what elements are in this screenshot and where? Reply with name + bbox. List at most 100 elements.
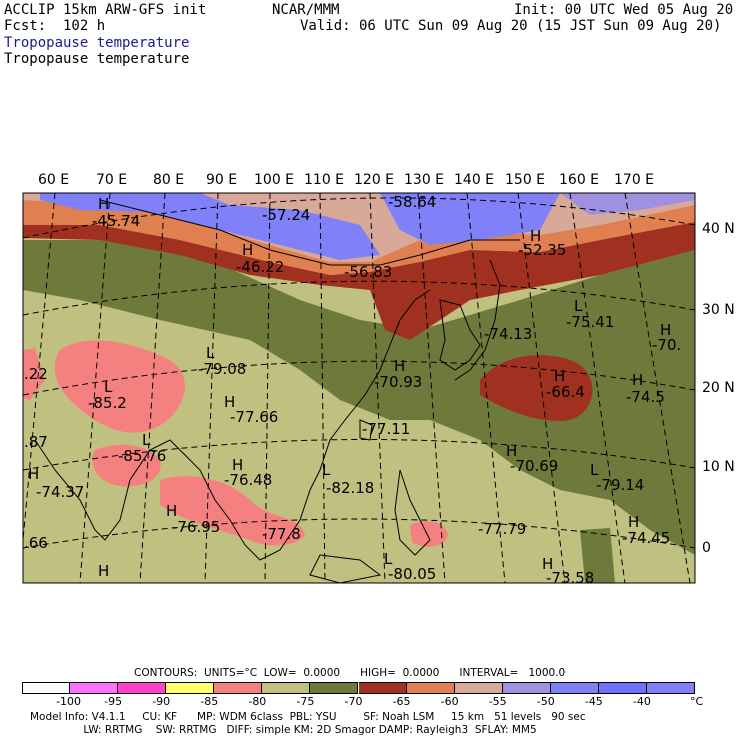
parallel-40n <box>23 197 695 239</box>
meridian <box>517 193 566 583</box>
extremum-value: -74.13 <box>484 325 533 343</box>
extremum-value: -73.58 <box>546 569 595 587</box>
extremum-mark: L <box>206 344 215 362</box>
extremum-value: -74.5 <box>626 388 665 406</box>
extremum-mark: L <box>384 550 393 568</box>
extremum-value: -70.69 <box>510 457 559 475</box>
colorbar-swatch <box>502 682 551 694</box>
band-minus80-philippines <box>410 521 448 547</box>
extremum-value: .66 <box>24 534 48 552</box>
coastline-borneo <box>309 554 382 583</box>
map-frame <box>22 192 696 584</box>
extremum-value: -75.41 <box>566 313 615 331</box>
extremum-value: -77.79 <box>478 520 527 538</box>
colorbar-swatch <box>454 682 503 694</box>
extremum-value: -74.37 <box>36 483 85 501</box>
extremum-mark: L <box>322 461 331 479</box>
extremum-value: -77.11 <box>362 420 411 438</box>
field-title-shaded: Tropopause temperature <box>4 35 190 51</box>
extremum-mark: L <box>104 378 113 396</box>
meridian <box>624 193 691 583</box>
colorbar-tick-label: -75 <box>296 695 315 708</box>
band-minus80-indochina <box>160 476 305 546</box>
extremum-value: -85.2 <box>88 394 127 412</box>
extremum-mark: H <box>542 555 554 573</box>
coastlines <box>34 199 520 583</box>
band-minus70 <box>23 240 695 555</box>
border-mongolia <box>99 199 520 266</box>
coastline-asia <box>34 289 431 561</box>
colorbar-tick-label: -95 <box>104 695 123 708</box>
extremum-value: -77.66 <box>230 408 279 426</box>
extremum-mark: H <box>224 393 236 411</box>
colorbar-tick-label: -55 <box>488 695 507 708</box>
lon-label: 110 E <box>304 172 345 188</box>
extremum-value: -70. <box>652 336 682 354</box>
extremum-value: -66.4 <box>546 383 585 401</box>
meridian <box>369 193 386 583</box>
lon-label: 170 E <box>614 172 655 188</box>
extremum-value: -57.24 <box>262 206 311 224</box>
contour-info: CONTOURS: UNITS=°C LOW= 0.0000 HIGH= 0.0… <box>134 667 566 679</box>
extremum-mark: H <box>394 357 406 375</box>
band-minus80-bay <box>92 444 161 487</box>
lat-label: 40 N <box>702 221 735 237</box>
lon-label: 80 E <box>153 172 185 188</box>
meridian <box>264 193 271 583</box>
extremum-mark: H <box>530 227 542 245</box>
extremum-value: -77.8 <box>262 525 301 543</box>
shaded-field <box>23 193 695 583</box>
init-time: Init: 00 UTC Wed 05 Aug 20 <box>514 2 734 18</box>
colorbar-unit: °C <box>690 695 704 708</box>
colorbar-swatch <box>406 682 455 694</box>
extremum-mark: L <box>574 297 583 315</box>
colorbar-tick-label: -45 <box>584 695 603 708</box>
extremum-value: -76.95 <box>172 518 221 536</box>
extremum-mark: H <box>554 367 566 385</box>
coastline-korea <box>439 299 481 371</box>
colorbar-tick-label: -50 <box>536 695 555 708</box>
extremum-mark: H <box>166 502 178 520</box>
extremum-mark: H <box>98 562 110 580</box>
extremum-value: -80.05 <box>388 565 437 583</box>
meridian <box>569 193 626 583</box>
model-info-line1: Model Info: V4.1.1 CU: KF MP: WDM 6class… <box>30 711 586 723</box>
lon-label: 60 E <box>38 172 70 188</box>
extremum-mark: H <box>660 321 672 339</box>
extremum-value: -58.64 <box>388 193 437 211</box>
meridian <box>466 193 506 583</box>
meridian <box>417 193 446 583</box>
lon-label: 70 E <box>96 172 128 188</box>
colorbar-swatch <box>70 682 119 694</box>
colorbar-tick-label: -65 <box>392 695 411 708</box>
meridian <box>204 193 219 583</box>
forecast-hour: Fcst: 102 h <box>4 18 106 34</box>
colorbar-swatch <box>598 682 647 694</box>
meridian <box>79 193 111 583</box>
lat-label: 20 N <box>702 380 735 396</box>
colorbar-swatch <box>214 682 263 694</box>
colorbar-swatch <box>358 682 407 694</box>
extremum-value: -82.18 <box>326 479 375 497</box>
graticule <box>23 193 695 583</box>
extremum-value: .22 <box>24 365 48 383</box>
extremum-value: .87 <box>24 433 48 451</box>
lat-label: 30 N <box>702 302 735 318</box>
colorbar-swatch <box>118 682 167 694</box>
lon-label: 150 E <box>505 172 546 188</box>
valid-time: Valid: 06 UTC Sun 09 Aug 20 (15 JST Sun … <box>300 18 722 34</box>
lat-label: 0 <box>702 540 711 556</box>
extremum-value: -79.14 <box>596 476 645 494</box>
extremum-value: -70.93 <box>374 373 423 391</box>
extremum-value: -76.48 <box>224 471 273 489</box>
extremum-mark: H <box>242 241 254 259</box>
institution-label: NCAR/MMM <box>272 2 340 18</box>
extremum-mark: H <box>232 456 244 474</box>
field-title-contour: Tropopause temperature <box>4 51 190 67</box>
coastline-taiwan <box>359 419 373 441</box>
extremum-value: -52.35 <box>518 241 567 259</box>
lon-label: 90 E <box>206 172 238 188</box>
meridian <box>23 193 56 541</box>
model-info-line2: LW: RRTMG SW: RRTMG DIFF: simple KM: 2D … <box>30 724 537 736</box>
